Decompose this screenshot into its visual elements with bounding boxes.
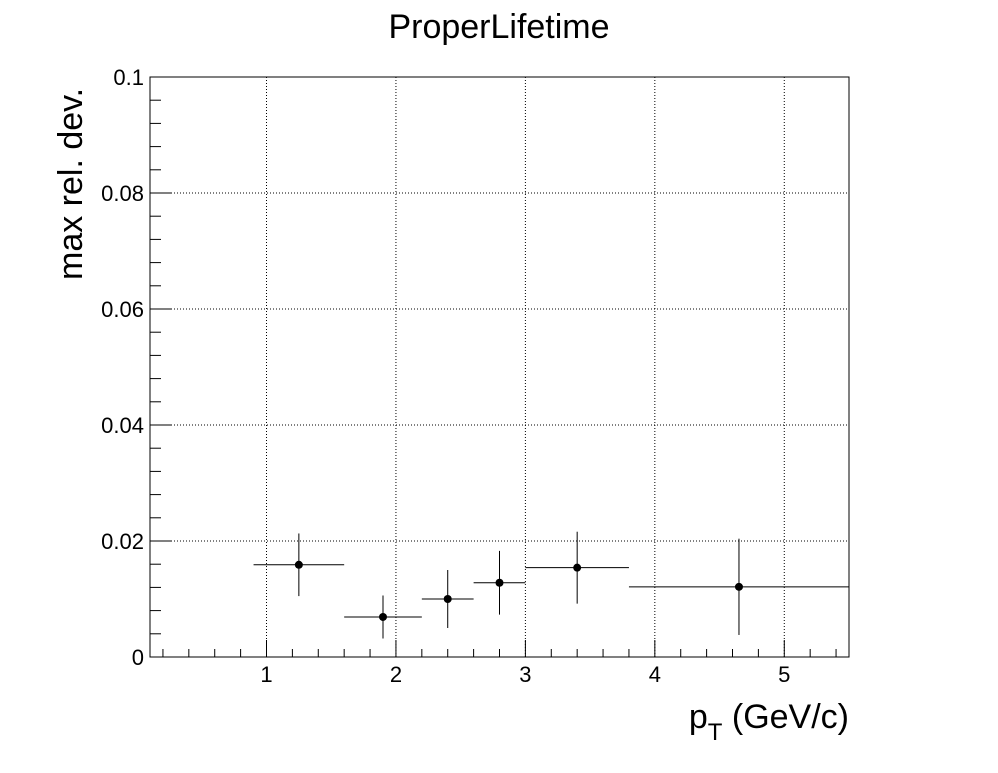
x-axis-label-main: p <box>689 698 708 736</box>
point-marker <box>573 563 582 572</box>
x-tick-label: 2 <box>390 662 402 687</box>
x-axis-label: pT (GeV/c) <box>689 698 849 746</box>
data-point <box>253 533 345 597</box>
y-tick-label: 0.06 <box>101 297 144 322</box>
y-tick-label: 0 <box>132 645 144 670</box>
x-tick-label: 5 <box>778 662 790 687</box>
point-marker <box>495 578 504 587</box>
y-tick-label: 0.02 <box>101 529 144 554</box>
data-point <box>344 595 422 639</box>
x-tick-label: 3 <box>519 662 531 687</box>
point-marker <box>294 560 303 569</box>
y-tick-label: 0.08 <box>101 181 144 206</box>
x-tick-label: 4 <box>649 662 661 687</box>
chart-title: ProperLifetime <box>388 8 609 46</box>
x-axis-label-subscript: T <box>708 719 723 746</box>
grid-lines <box>150 77 849 657</box>
y-tick-label: 0.04 <box>101 413 144 438</box>
data-point <box>421 570 474 628</box>
data-point <box>473 550 526 615</box>
data-points <box>253 531 849 639</box>
y-axis-label: max rel. dev. <box>52 88 90 280</box>
axis-ticks <box>150 76 837 658</box>
point-marker <box>443 595 452 603</box>
point-marker <box>734 582 743 591</box>
point-marker <box>379 612 387 621</box>
y-tick-labels: 0 0.02 0.04 0.06 0.08 0.1 <box>101 65 144 670</box>
y-tick-label: 0.1 <box>113 65 144 90</box>
x-tick-label: 1 <box>260 662 272 687</box>
x-axis-label-rest: (GeV/c) <box>722 698 849 736</box>
data-point <box>628 538 849 635</box>
data-point <box>525 531 629 604</box>
x-tick-labels: 1 2 3 4 5 <box>260 662 790 687</box>
